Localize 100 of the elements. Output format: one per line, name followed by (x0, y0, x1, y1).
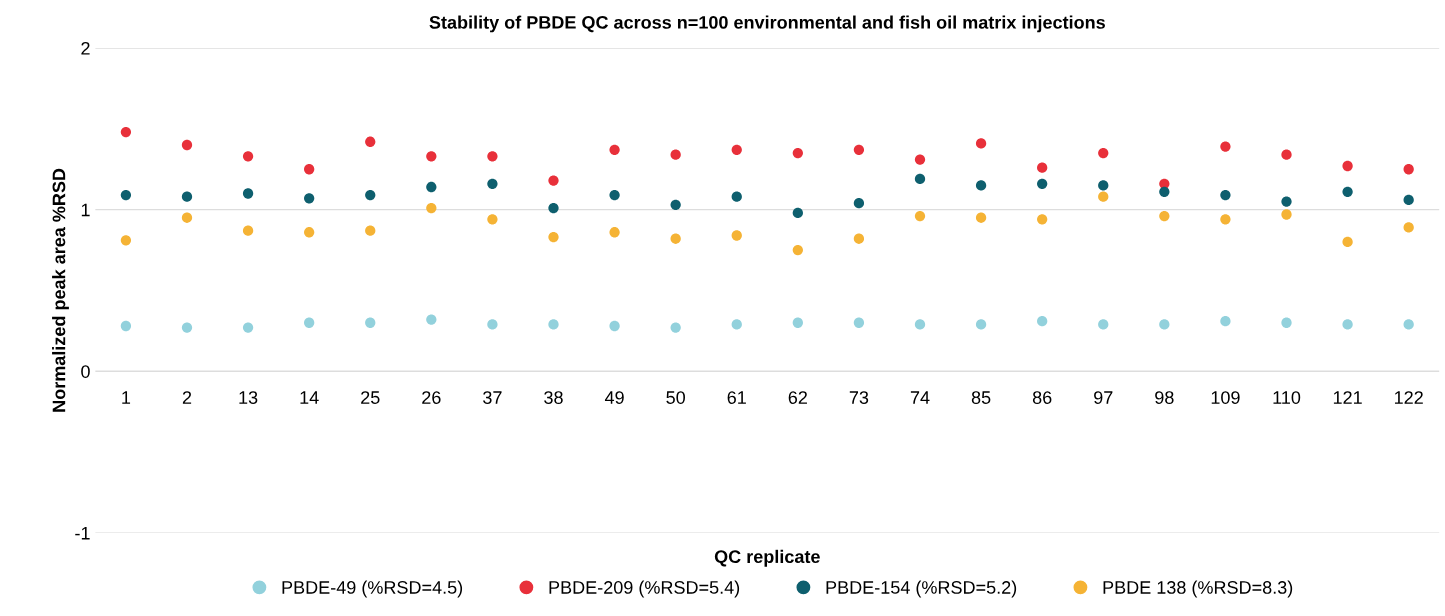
point (1281, 149, 1292, 160)
point (792, 207, 803, 219)
point (670, 149, 681, 160)
point (1281, 196, 1292, 207)
point (1098, 319, 1109, 330)
point (1220, 189, 1231, 201)
point (1220, 141, 1231, 152)
point (1159, 210, 1170, 222)
point (548, 231, 559, 243)
point (487, 178, 498, 189)
point (853, 198, 865, 209)
legend-label: PBDE-209 (%RSD=5.4) (549, 580, 740, 598)
point (1220, 214, 1231, 225)
x-tick-label: 74 (910, 391, 930, 404)
point (853, 233, 865, 244)
x-tick-label: 97 (1094, 391, 1113, 404)
point (548, 202, 559, 214)
point (670, 199, 681, 210)
y-tick-label: 0 (81, 365, 90, 378)
x-tick-label: 14 (300, 391, 319, 404)
point (731, 144, 742, 155)
point (181, 322, 193, 333)
point (120, 235, 132, 246)
point (1098, 191, 1109, 202)
point (426, 202, 437, 214)
point (792, 147, 803, 159)
point (975, 180, 987, 191)
point (1342, 319, 1353, 330)
x-tick-label: 37 (483, 391, 502, 404)
point (120, 189, 132, 201)
x-tick-label: 121 (1333, 391, 1362, 404)
point (426, 181, 437, 193)
point (365, 317, 376, 328)
point (1037, 316, 1048, 327)
x-tick-label: 2 (182, 391, 192, 404)
point (853, 317, 865, 328)
x-tick-label: 38 (544, 391, 563, 404)
x-tick-label: 26 (422, 391, 441, 404)
point (242, 225, 254, 236)
point (1403, 319, 1414, 330)
point (609, 227, 620, 238)
point (181, 139, 193, 151)
y-axis-title: Normalized peak area %RSD (52, 168, 69, 412)
point (426, 151, 437, 162)
point (487, 319, 498, 330)
point (1098, 180, 1109, 191)
point (304, 227, 315, 238)
point (975, 319, 987, 330)
legend-label: PBDE-154 (%RSD=5.2) (826, 580, 1017, 598)
point (731, 191, 742, 202)
point (548, 319, 559, 330)
point (609, 144, 620, 155)
point (1342, 160, 1353, 172)
x-tick-label: 49 (604, 391, 624, 404)
x-axis-title: QC replicate (714, 549, 820, 567)
point (242, 188, 254, 199)
point (548, 175, 559, 186)
point (181, 191, 193, 202)
point (487, 151, 498, 162)
x-tick-label: 122 (1394, 391, 1423, 404)
point (365, 136, 376, 147)
x-tick-label: 62 (788, 391, 807, 404)
point (914, 210, 926, 222)
point (1037, 214, 1048, 225)
point (181, 212, 193, 223)
point (365, 225, 376, 236)
point (1098, 147, 1109, 159)
point (120, 320, 132, 332)
x-tick-label: 110 (1273, 391, 1301, 404)
point (304, 164, 315, 175)
legend-label: PBDE 138 (%RSD=8.3) (1103, 580, 1293, 598)
chart-title: Stability of PBDE QC across n=100 environmental and fish oil matrix injections (429, 15, 1105, 33)
point (304, 193, 315, 204)
point (914, 154, 926, 165)
point (670, 233, 681, 244)
point (365, 189, 376, 201)
point (1403, 164, 1414, 175)
y-tick-label: 2 (81, 41, 90, 55)
point (1159, 186, 1170, 198)
point (1281, 317, 1292, 328)
point (1037, 162, 1048, 173)
x-tick-label: 86 (1032, 391, 1052, 404)
point (242, 322, 254, 333)
y-tick-label: -1 (75, 526, 90, 540)
point (731, 319, 742, 330)
x-tick-label: 98 (1155, 391, 1174, 404)
y-tick-label: 1 (81, 203, 90, 217)
point (975, 138, 987, 149)
point (975, 212, 987, 223)
point (914, 173, 926, 185)
point (609, 189, 620, 201)
point (1403, 194, 1414, 206)
point (1342, 186, 1353, 198)
x-tick-label: 85 (971, 391, 991, 404)
x-tick-label: 13 (239, 391, 258, 404)
x-tick-label: 61 (727, 391, 746, 404)
point (1159, 319, 1170, 330)
point (242, 151, 254, 162)
x-tick-label: 1 (122, 391, 131, 404)
x-tick-label: 25 (361, 391, 380, 404)
